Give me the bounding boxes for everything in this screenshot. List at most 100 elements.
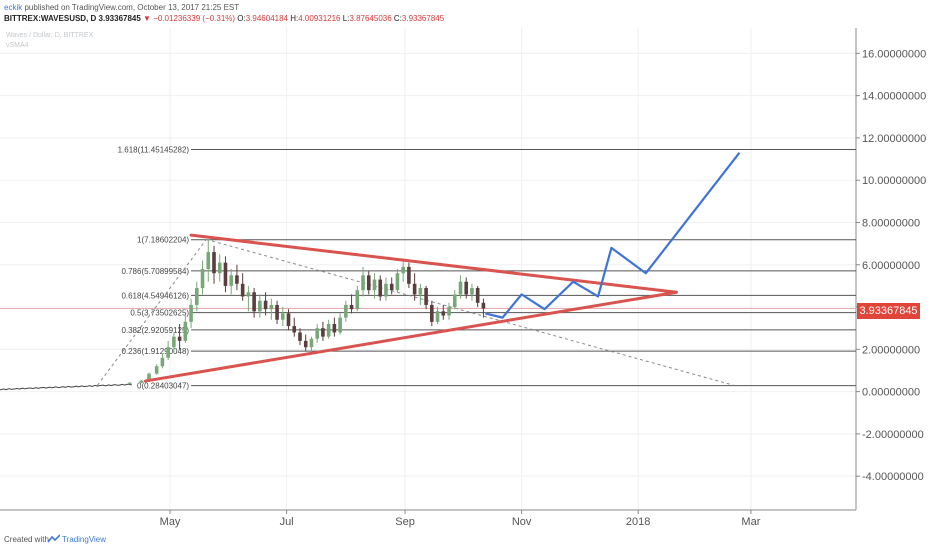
fib-level-label: 1(7.18602204)	[137, 236, 189, 245]
watermark-indicator: vSMA4	[6, 42, 29, 49]
candle-body	[298, 332, 302, 341]
tradingview-brand[interactable]: TradingView	[62, 535, 107, 544]
dotted-trend-line	[206, 238, 734, 386]
candle-body	[412, 283, 417, 295]
last-value: 3.93367845	[98, 14, 141, 23]
candle-body	[229, 275, 233, 286]
fib-level-label: 0.236(1.91290048)	[121, 347, 189, 356]
close-label: C:	[393, 14, 402, 23]
candle-body	[452, 294, 457, 308]
candle-body	[384, 283, 388, 297]
candle-body	[464, 281, 469, 295]
candle-body	[206, 252, 211, 269]
candle-body	[172, 336, 176, 348]
x-tick-label: 2018	[626, 516, 650, 528]
candle-body	[321, 328, 325, 337]
y-tick-label: -4.00000000	[862, 471, 924, 483]
chart-header: eckik published on TradingView.com, Octo…	[0, 0, 932, 28]
low-label: L:	[342, 14, 350, 23]
candle-body	[326, 323, 331, 337]
candle-body	[292, 326, 297, 333]
dotted-trend-line	[97, 239, 207, 386]
last-price-badge: 3.93367845	[857, 303, 920, 319]
created-with-label: Created with	[4, 535, 49, 544]
fib-level-label: 0(0.28403047)	[137, 382, 189, 391]
x-tick-label: Sep	[395, 516, 415, 528]
candle-body	[189, 304, 193, 322]
candle-body	[128, 382, 132, 384]
tradingview-logo-icon	[48, 534, 60, 543]
y-tick-label: 12.00000000	[862, 133, 926, 145]
candle-body	[395, 273, 400, 291]
x-tick-label: Mar	[741, 516, 760, 528]
candle-body	[280, 313, 285, 320]
fib-level-label: 0.618(4.54946126)	[121, 291, 189, 300]
change-value: −0.01236339 (−0.31%)	[153, 14, 236, 23]
candle-body	[303, 340, 308, 348]
candle-body	[344, 304, 348, 318]
low-value: 3.87645036	[349, 14, 392, 23]
candle-body	[166, 347, 170, 358]
candle-body	[212, 252, 216, 274]
candle-body	[315, 328, 319, 339]
candle-body	[160, 357, 165, 367]
candle-body	[418, 288, 423, 295]
candle-body	[147, 373, 151, 381]
price-chart[interactable]: 16.00000000 14.00000000 12.00000000 10.0000…	[0, 0, 932, 530]
candle-body	[154, 366, 159, 374]
candle-body	[217, 262, 222, 274]
x-tick-label: May	[160, 516, 181, 528]
projection-path	[485, 152, 741, 319]
close-value: 3.93367845	[401, 14, 445, 23]
candle-body	[235, 275, 239, 284]
high-value: 4.00931216	[298, 14, 341, 23]
candle-body	[475, 288, 480, 303]
candle-body	[361, 275, 365, 291]
x-tick-label: Nov	[512, 516, 532, 528]
candle-body	[269, 304, 274, 310]
price-history-line	[0, 383, 132, 391]
high-label: H:	[290, 14, 299, 23]
author-link[interactable]: eckik	[4, 3, 23, 12]
open-label: O:	[237, 14, 246, 23]
symbol-label: BITTREX:WAVESUSD, D	[4, 14, 97, 23]
candle-body	[458, 281, 463, 295]
y-tick-label: 10.00000000	[862, 175, 926, 187]
candle-body	[378, 279, 383, 297]
candle-body	[481, 302, 486, 309]
candle-body	[263, 300, 268, 310]
candle-body	[430, 304, 434, 322]
y-tick-label: 14.00000000	[862, 91, 926, 103]
fib-level-label: 0.382(2.92059125)	[121, 326, 189, 335]
candle-body	[177, 336, 182, 341]
candle-body	[246, 292, 251, 297]
y-tick-label: -2.00000000	[862, 429, 924, 441]
publish-info: published on TradingView.com, October 13…	[24, 3, 240, 12]
fib-level-label: 0.786(5.70899584)	[121, 267, 189, 276]
candle-body	[447, 307, 451, 316]
open-value: 3.94604184	[245, 14, 288, 23]
candle-body	[286, 313, 291, 327]
candle-body	[223, 262, 228, 286]
candle-body	[139, 380, 144, 383]
candle-body	[195, 288, 199, 305]
candle-body	[240, 283, 245, 297]
candle-body	[275, 304, 279, 320]
fib-level-label: 1.618(11.45145282)	[118, 146, 190, 155]
candle-body	[441, 311, 446, 316]
fib-level-label: 0.5(3.73502625)	[130, 309, 189, 318]
candle-body	[389, 283, 394, 291]
candle-body	[338, 317, 342, 333]
watermark-title: Waves / Dollar, D, BITTREX	[6, 32, 94, 39]
candle-body	[372, 279, 377, 291]
footer: Created with TradingView	[0, 530, 932, 550]
candle-body	[435, 311, 440, 322]
trend-line-lower	[143, 290, 678, 383]
candle-body	[349, 304, 354, 310]
y-tick-label: 0.00000000	[862, 387, 920, 399]
candle-body	[258, 300, 262, 312]
candle-body	[366, 275, 371, 291]
candle-body	[355, 290, 360, 310]
candle-body	[401, 266, 405, 274]
candle-body	[407, 266, 411, 284]
